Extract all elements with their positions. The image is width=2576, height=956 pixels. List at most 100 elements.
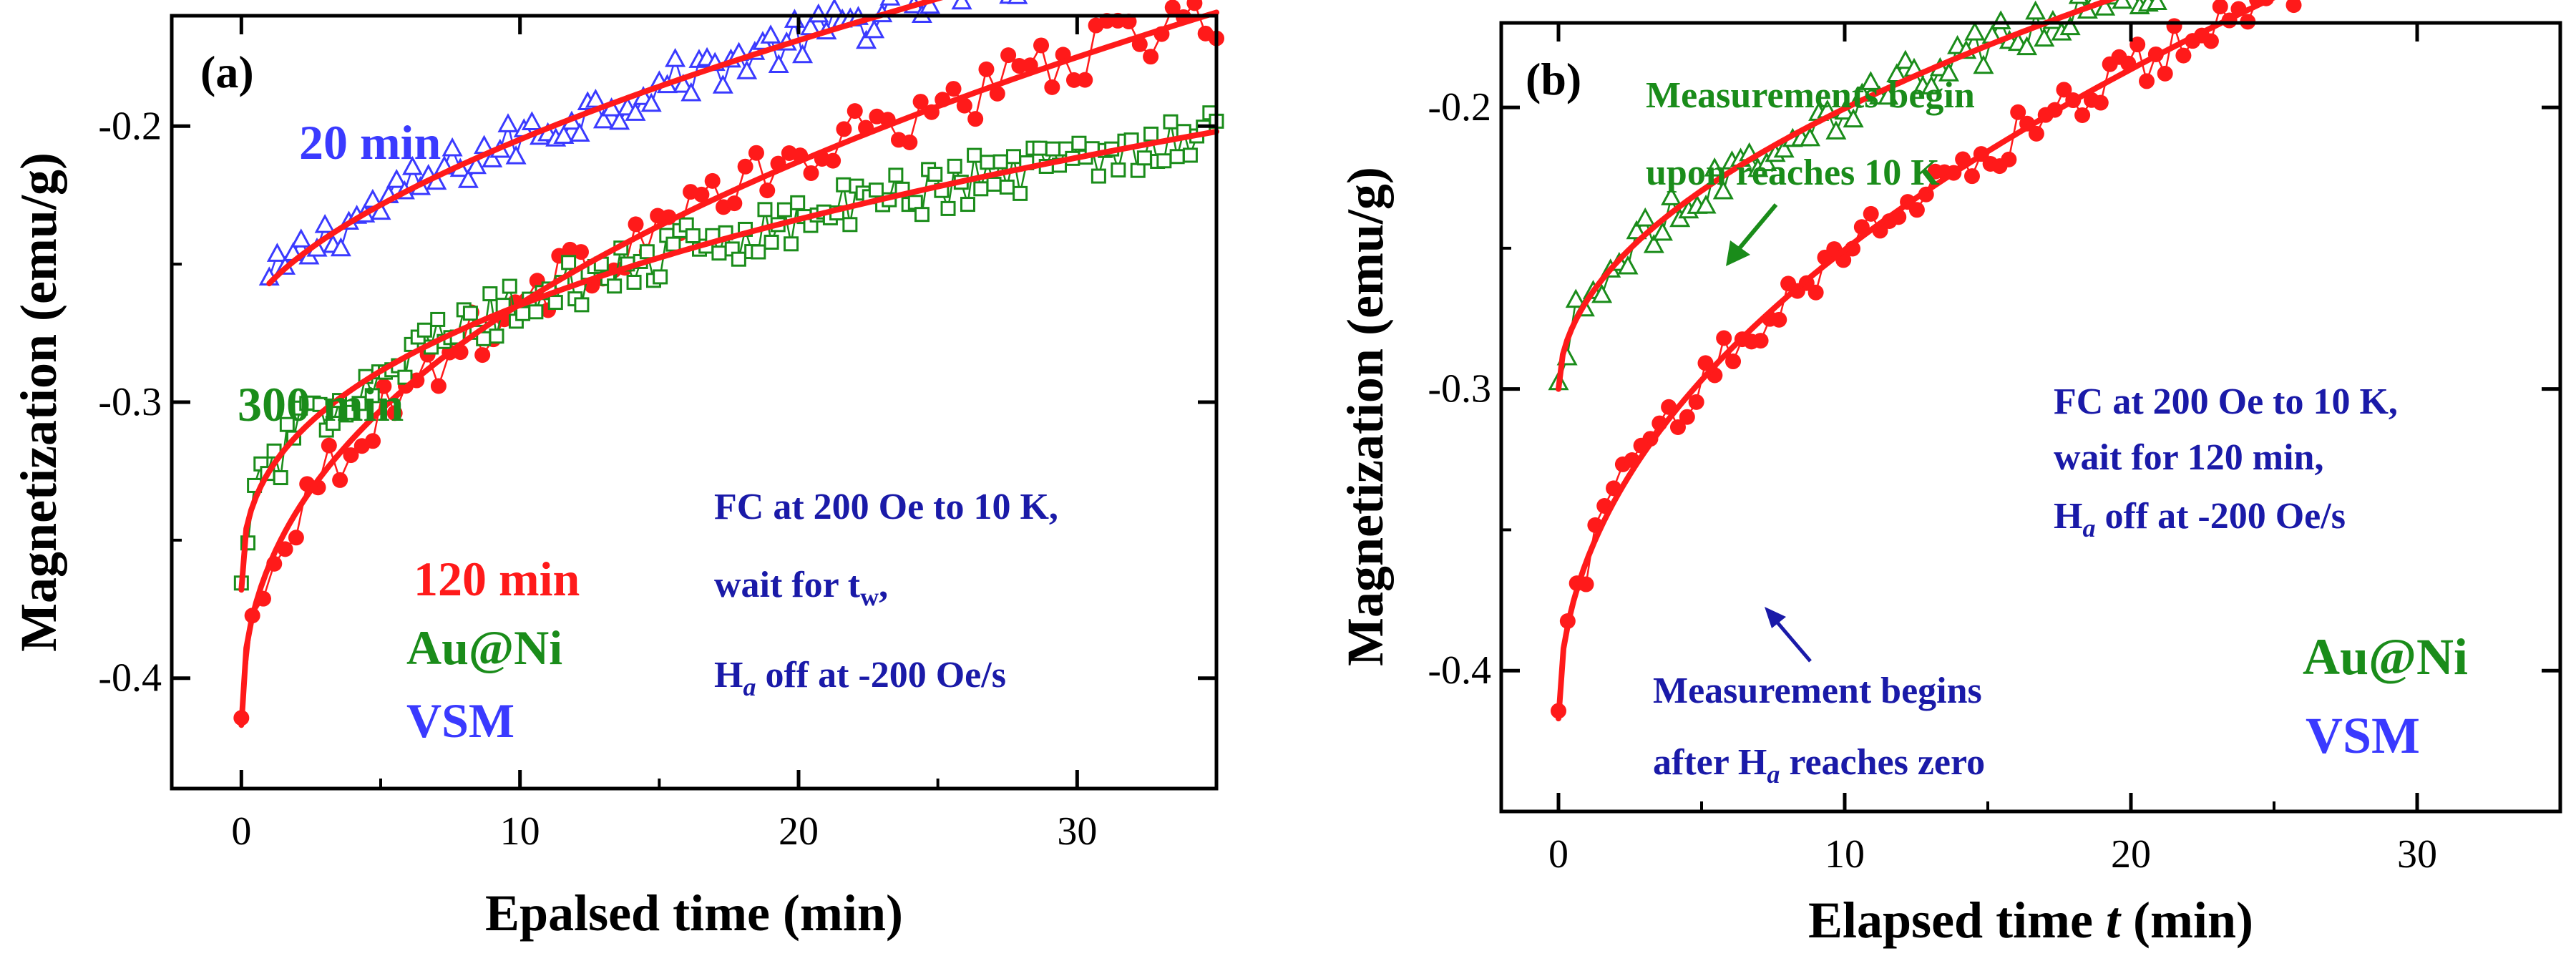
data-point	[1878, 85, 1899, 105]
panel-b-data-layer	[1548, 0, 2302, 722]
data-point	[528, 304, 544, 320]
data-point	[1688, 394, 1704, 410]
green-note-line2: upon reaches 10 K	[1646, 152, 1940, 193]
data-point	[868, 182, 884, 198]
data-point	[547, 295, 563, 311]
data-point	[960, 197, 975, 213]
data-point	[1799, 127, 1821, 147]
data-point	[2025, 0, 2046, 20]
data-point	[1964, 21, 1986, 41]
data-point	[951, 0, 972, 10]
data-point	[856, 29, 877, 49]
data-point	[626, 274, 642, 290]
data-point	[1756, 152, 1777, 172]
data-point	[711, 245, 727, 261]
data-point	[748, 145, 764, 161]
panel-b-protocol-line2: wait for 120 min,	[2054, 437, 2323, 478]
panel-b-xtick-label: 10	[1825, 832, 1865, 877]
data-point	[332, 472, 348, 488]
data-point	[639, 244, 655, 260]
data-point	[2146, 0, 2167, 10]
red-note-line2: after Ha reaches zero	[1653, 742, 1985, 789]
panel-a-xtick-label: 0	[231, 809, 251, 854]
data-point	[763, 234, 779, 250]
data-point	[665, 236, 681, 252]
red-arrow	[1765, 607, 1812, 663]
data-point	[505, 145, 527, 165]
data-point	[1077, 72, 1093, 88]
data-point	[1652, 221, 1673, 241]
data-point	[1007, 0, 1028, 4]
data-point	[1990, 10, 2011, 29]
red-note-line2-pre: after H	[1653, 742, 1767, 783]
data-point	[912, 94, 929, 110]
label-20-min: 20 min	[299, 115, 441, 170]
panel-a-ytick-label: -0.3	[98, 380, 162, 424]
panel-a-protocol-line3-sub: a	[743, 673, 756, 701]
data-point	[864, 19, 885, 39]
data-point	[1860, 71, 1881, 90]
data-point	[973, 181, 989, 197]
data-point	[401, 156, 424, 175]
data-point	[1032, 140, 1048, 156]
panel-a-protocol-line3-h: H	[714, 655, 743, 696]
data-point	[1643, 234, 1664, 253]
data-point	[2056, 82, 2072, 98]
data-point	[1634, 207, 1656, 227]
data-point	[1000, 47, 1017, 64]
data-point	[1071, 135, 1087, 151]
data-point	[2010, 104, 2026, 120]
data-point	[640, 92, 662, 112]
green-note-line1: Measurements begin	[1646, 75, 1975, 116]
data-point	[978, 61, 995, 77]
fit-curve	[238, 128, 1219, 593]
data-point	[364, 388, 380, 404]
data-point	[1136, 150, 1152, 166]
data-point	[1130, 162, 1146, 178]
label-300-min: 300 min	[238, 377, 404, 431]
data-point	[2157, 65, 2173, 82]
data-point	[888, 167, 904, 183]
data-point	[1565, 288, 1586, 308]
data-point	[1121, 14, 1137, 30]
data-point	[489, 328, 504, 344]
data-point	[1843, 108, 1864, 128]
data-point	[980, 155, 995, 170]
data-point	[609, 110, 630, 130]
data-point	[1704, 157, 1725, 177]
panel-a-ticks: 0 10 20 30 -0.4 -0.3 -0.2	[98, 16, 1218, 854]
data-point	[1679, 409, 1695, 425]
data-point	[625, 102, 646, 121]
data-point	[967, 111, 984, 127]
data-point	[902, 134, 918, 150]
data-point	[521, 111, 542, 130]
data-point	[592, 109, 614, 129]
data-point	[907, 195, 923, 210]
data-point	[370, 200, 391, 220]
data-point	[462, 306, 478, 321]
panel-a-xlabel: Epalsed time (min)	[485, 884, 903, 942]
panel-b-ytick-label: -0.2	[1428, 85, 1491, 130]
panel-b-xlabel-pre: Elapsed time	[1808, 892, 2106, 949]
data-point	[1169, 149, 1185, 165]
data-point	[1617, 255, 1639, 275]
data-point	[529, 273, 545, 289]
data-point	[1164, 0, 1181, 16]
data-point	[2016, 36, 2038, 56]
data-point	[712, 74, 733, 94]
data-point	[947, 158, 962, 174]
data-point	[1186, 0, 1203, 11]
data-point	[1908, 202, 1925, 218]
data-point	[1013, 185, 1028, 201]
panel-b-protocol-line3-post: off at -200 Oe/s	[2095, 496, 2345, 537]
panel-a-data-layer	[233, 0, 1224, 728]
panel-a-protocol-line2-sub: w	[860, 582, 879, 611]
panel-b-ylabel: Magnetization (emu/g)	[1337, 167, 1394, 666]
data-point	[1163, 114, 1179, 130]
red-note-line2-sub: a	[1767, 760, 1780, 789]
panel-b-ytick-label: -0.3	[1428, 367, 1491, 411]
panel-b-xlabel-post: (min)	[2120, 892, 2253, 949]
data-point	[1973, 54, 1994, 74]
data-point	[2129, 36, 2146, 53]
data-point	[1005, 149, 1021, 165]
